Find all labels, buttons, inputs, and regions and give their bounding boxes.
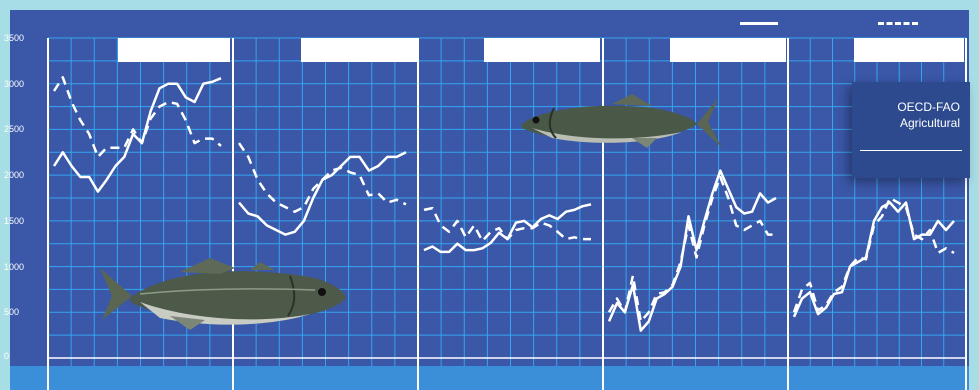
- fish-image-right: [522, 94, 722, 148]
- y-tick-label: 0: [4, 351, 10, 361]
- y-tick-label: 1500: [4, 215, 25, 226]
- series-line-panel-1-solid: [52, 77, 222, 193]
- plot-background: [10, 10, 969, 368]
- y-tick-label: 3500: [4, 33, 25, 43]
- bottom-band: [10, 366, 969, 390]
- series-line-panel-1-dashed: [52, 76, 222, 159]
- legend-solid-line-icon: [740, 22, 778, 25]
- panel-title-5: [854, 38, 964, 62]
- source-line-1: OECD-FAO: [897, 100, 960, 114]
- series-line-panel-3-dashed: [423, 206, 591, 243]
- series-line-panel-5-solid: [792, 201, 955, 318]
- y-tick-label: 1000: [4, 261, 25, 272]
- legend-dashed-line-icon: [878, 22, 918, 25]
- panel-title-4: [670, 38, 786, 62]
- series-lines: [52, 76, 955, 332]
- panel-title-2: [301, 38, 417, 62]
- panel-title-1: [118, 38, 230, 62]
- fish-image-left: [100, 258, 346, 330]
- y-tick-label: 500: [4, 307, 20, 318]
- source-line-2: Agricultural: [899, 116, 960, 130]
- series-line-panel-4-dashed: [607, 175, 776, 323]
- source-rule: [860, 150, 962, 151]
- y-tick-label: 3000: [4, 78, 25, 89]
- source-box: OECD-FAO Agricultural: [852, 82, 970, 178]
- panel-dividers: [47, 38, 967, 390]
- y-tick-label: 2000: [4, 170, 25, 181]
- y-tick-label: 2500: [4, 124, 25, 135]
- panel-title-3: [484, 38, 600, 62]
- series-line-panel-2-dashed: [237, 142, 407, 213]
- series-line-panel-4-solid: [607, 169, 777, 332]
- series-line-panel-5-dashed: [792, 196, 955, 313]
